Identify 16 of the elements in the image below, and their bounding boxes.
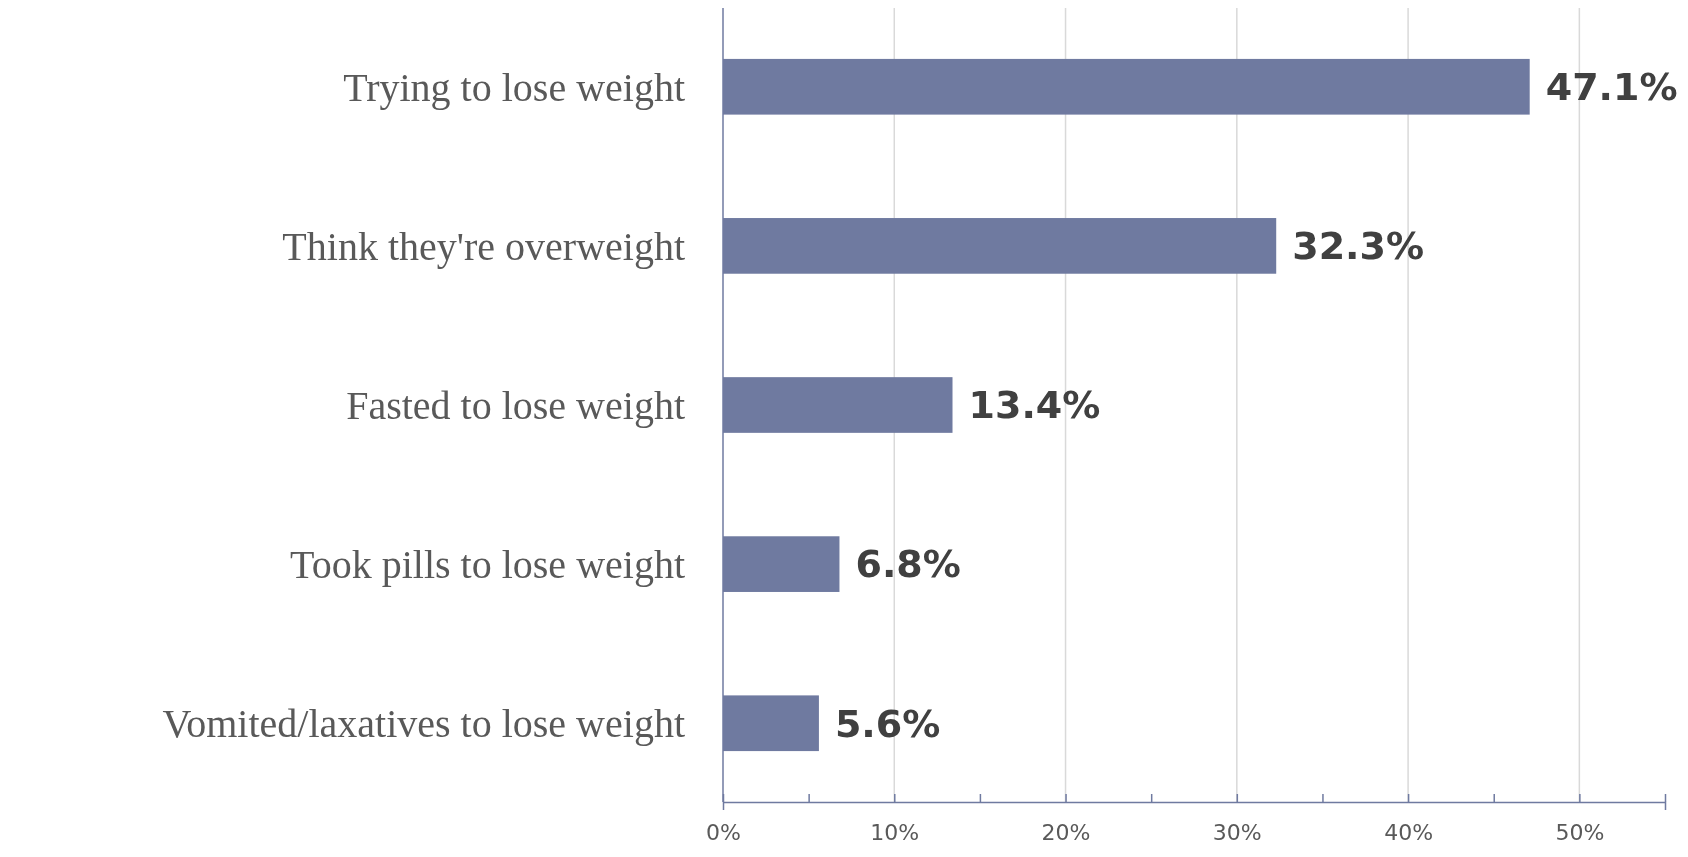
- data-label: 47.1%: [1545, 65, 1678, 110]
- y-tick-label: Took pills to lose weight: [290, 542, 685, 588]
- x-tick-label: 30%: [1212, 819, 1262, 845]
- x-tick-label: 20%: [1041, 819, 1091, 845]
- x-tick-label: 10%: [870, 819, 920, 845]
- x-tick-label: 50%: [1555, 819, 1605, 845]
- data-label: 6.8%: [855, 542, 961, 587]
- data-label: 32.3%: [1292, 224, 1425, 269]
- y-tick-label: Think they're overweight: [282, 223, 685, 269]
- y-tick-label: Fasted to lose weight: [346, 383, 685, 428]
- y-tick-label: Trying to lose weight: [343, 64, 685, 110]
- data-label: 13.4%: [968, 383, 1101, 428]
- data-label: 5.6%: [834, 701, 941, 746]
- x-tick-label: 40%: [1384, 819, 1434, 845]
- y-tick-label: Vomited/laxatives to lose weight: [162, 701, 685, 747]
- x-tick-label: 0%: [706, 819, 741, 845]
